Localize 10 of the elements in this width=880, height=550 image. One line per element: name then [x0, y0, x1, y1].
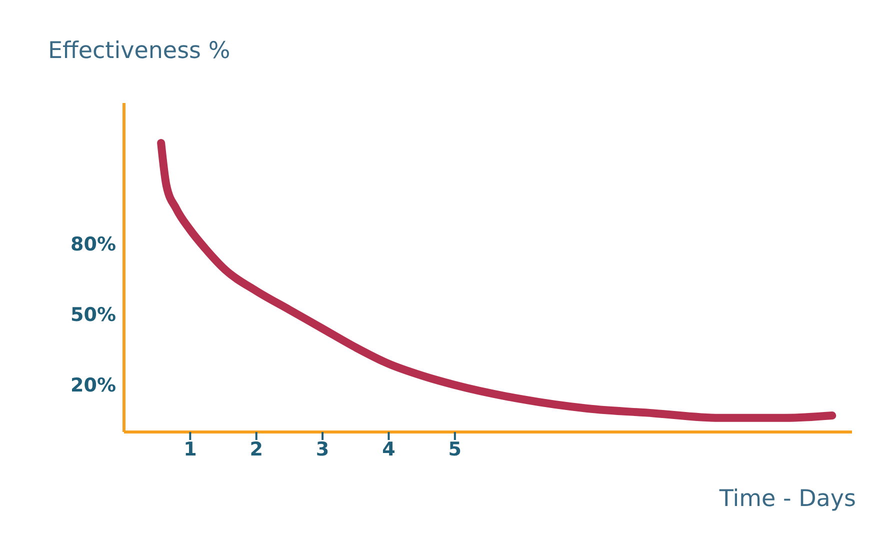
y-tick-label: 80%	[70, 234, 116, 256]
x-axis-title: Time - Days	[719, 486, 856, 512]
y-tick-label: 20%	[70, 374, 116, 397]
y-tick-label: 50%	[70, 304, 116, 326]
x-tick-label: 1	[184, 438, 197, 460]
x-tick-label: 4	[382, 438, 396, 460]
y-axis-title: Effectiveness %	[48, 38, 230, 64]
x-tick-label: 2	[250, 438, 263, 460]
x-tick-label: 3	[316, 438, 330, 460]
x-tick-label: 5	[448, 438, 462, 460]
